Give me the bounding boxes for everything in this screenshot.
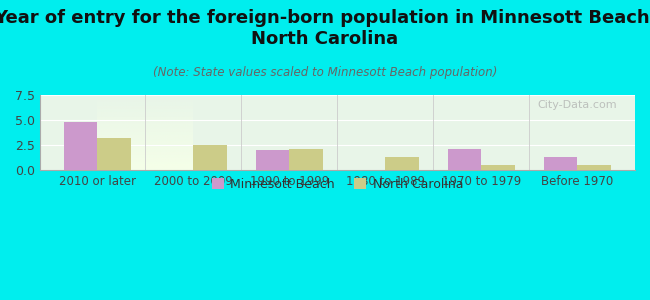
Bar <box>256 150 289 170</box>
Text: (Note: State values scaled to Minnesott Beach population): (Note: State values scaled to Minnesott … <box>153 66 497 79</box>
Bar <box>448 149 482 170</box>
Bar <box>64 122 98 170</box>
Bar <box>544 157 577 170</box>
Bar <box>194 145 227 170</box>
Bar <box>289 149 323 170</box>
Text: City-Data.com: City-Data.com <box>538 100 617 110</box>
Text: Year of entry for the foreign-born population in Minnesott Beach,
North Carolina: Year of entry for the foreign-born popul… <box>0 9 650 48</box>
Bar <box>482 165 515 170</box>
Legend: Minnesott Beach, North Carolina: Minnesott Beach, North Carolina <box>207 172 468 196</box>
Bar <box>385 157 419 170</box>
Bar <box>98 138 131 170</box>
Bar <box>577 165 611 170</box>
